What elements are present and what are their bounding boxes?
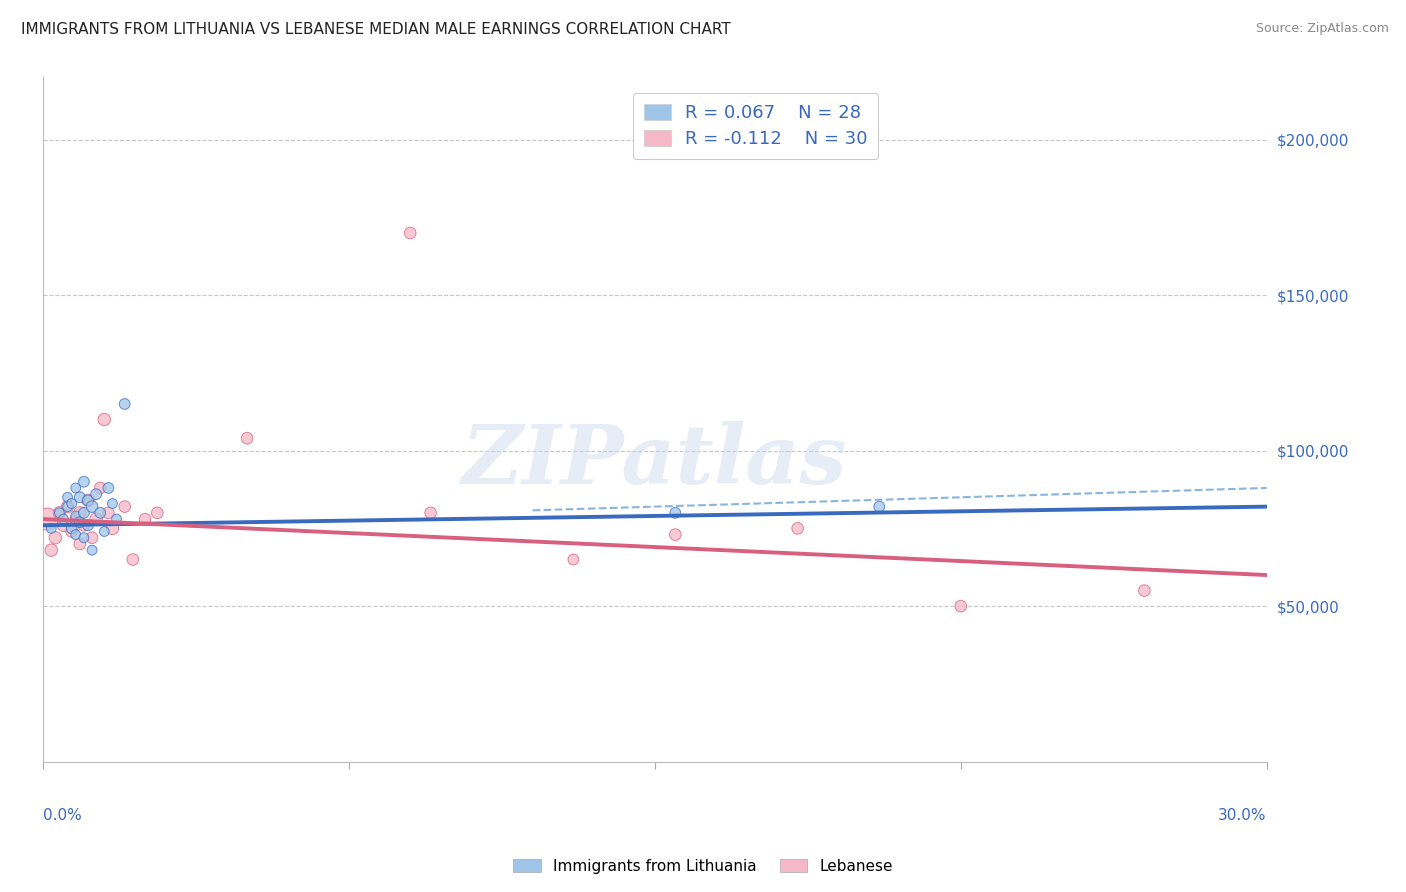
Point	[48, 506, 70, 520]
Point	[65, 508, 87, 523]
Point	[80, 531, 103, 545]
Point	[77, 518, 100, 533]
Point	[73, 518, 96, 533]
Text: Source: ZipAtlas.com: Source: ZipAtlas.com	[1256, 22, 1389, 36]
Point	[73, 506, 96, 520]
Point	[60, 521, 83, 535]
Point	[84, 487, 107, 501]
Point	[101, 496, 124, 510]
Legend: Immigrants from Lithuania, Lebanese: Immigrants from Lithuania, Lebanese	[508, 853, 898, 880]
Point	[65, 527, 87, 541]
Point	[65, 481, 87, 495]
Point	[77, 493, 100, 508]
Point	[97, 481, 120, 495]
Text: 0.0%: 0.0%	[44, 808, 82, 823]
Point	[786, 521, 808, 535]
Point	[105, 512, 128, 526]
Point	[60, 524, 83, 539]
Point	[56, 500, 79, 514]
Point	[69, 491, 91, 505]
Point	[48, 506, 70, 520]
Legend: R = 0.067    N = 28, R = -0.112    N = 30: R = 0.067 N = 28, R = -0.112 N = 30	[633, 94, 879, 159]
Point	[73, 531, 96, 545]
Point	[52, 518, 75, 533]
Point	[80, 500, 103, 514]
Point	[664, 527, 686, 541]
Point	[77, 493, 100, 508]
Point	[101, 521, 124, 535]
Point	[1133, 583, 1156, 598]
Point	[56, 491, 79, 505]
Point	[97, 506, 120, 520]
Point	[419, 506, 441, 520]
Point	[56, 500, 79, 514]
Point	[562, 552, 585, 566]
Point	[69, 515, 91, 529]
Point	[69, 537, 91, 551]
Point	[146, 506, 169, 520]
Text: ZIPatlas: ZIPatlas	[463, 421, 848, 500]
Point	[52, 512, 75, 526]
Point	[93, 524, 115, 539]
Text: IMMIGRANTS FROM LITHUANIA VS LEBANESE MEDIAN MALE EARNINGS CORRELATION CHART: IMMIGRANTS FROM LITHUANIA VS LEBANESE ME…	[21, 22, 731, 37]
Point	[134, 512, 156, 526]
Point	[65, 512, 87, 526]
Point	[114, 397, 136, 411]
Point	[949, 599, 972, 614]
Point	[39, 521, 62, 535]
Point	[399, 226, 422, 240]
Point	[93, 412, 115, 426]
Point	[37, 512, 59, 526]
Point	[868, 500, 890, 514]
Point	[39, 543, 62, 558]
Point	[80, 543, 103, 558]
Point	[236, 431, 259, 445]
Point	[60, 496, 83, 510]
Point	[69, 506, 91, 520]
Point	[114, 500, 136, 514]
Point	[84, 512, 107, 526]
Point	[73, 475, 96, 489]
Text: 30.0%: 30.0%	[1218, 808, 1267, 823]
Point	[664, 506, 686, 520]
Point	[44, 531, 66, 545]
Point	[89, 481, 111, 495]
Point	[121, 552, 143, 566]
Point	[89, 506, 111, 520]
